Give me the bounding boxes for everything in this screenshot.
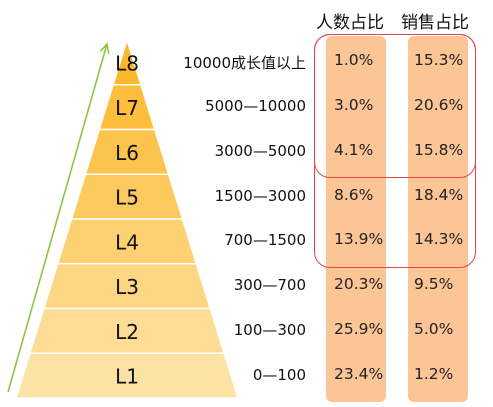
sales-share-l7: 20.6% xyxy=(414,96,464,115)
range-l4: 700—1500 xyxy=(224,231,306,250)
tier-label-l1: L1 xyxy=(115,365,139,389)
tier-label-l5: L5 xyxy=(115,186,139,210)
sales-share-l4: 14.3% xyxy=(414,230,464,249)
range-l2: 100—300 xyxy=(233,320,306,339)
sales-share-l2: 5.0% xyxy=(414,319,454,338)
range-l6: 3000—5000 xyxy=(214,141,306,160)
tier-label-l4: L4 xyxy=(115,230,139,254)
tier-label-l2: L2 xyxy=(115,320,139,344)
sales-share-l6: 15.8% xyxy=(414,140,464,159)
growth-arrow-head xyxy=(99,42,110,54)
tier-label-l7: L7 xyxy=(115,96,139,120)
header-sales-share: 销售占比 xyxy=(401,13,469,33)
range-l3: 300—700 xyxy=(233,276,306,295)
people-share-l7: 3.0% xyxy=(334,96,374,115)
people-share-column xyxy=(326,36,386,402)
highlight-frame-2 xyxy=(314,34,476,268)
sales-share-column xyxy=(408,36,468,402)
range-l7: 5000—10000 xyxy=(205,97,306,116)
tier-l1 xyxy=(14,352,240,399)
tier-label-l3: L3 xyxy=(115,275,139,299)
people-share-l5: 8.6% xyxy=(334,185,374,204)
people-share-l2: 25.9% xyxy=(334,319,384,338)
sales-share-l3: 9.5% xyxy=(414,275,454,294)
sales-share-l1: 1.2% xyxy=(414,364,454,383)
people-share-l1: 23.4% xyxy=(334,364,384,383)
tier-label-l6: L6 xyxy=(115,141,139,165)
tier-label-l8: L8 xyxy=(115,51,139,75)
range-l1: 0—100 xyxy=(252,365,306,384)
people-share-l6: 4.1% xyxy=(334,140,374,159)
growth-arrow-line xyxy=(7,43,108,393)
people-share-l4: 13.9% xyxy=(334,230,384,249)
sales-share-l5: 18.4% xyxy=(414,185,464,204)
range-l5: 1500—3000 xyxy=(214,186,306,205)
header-people-share: 人数占比 xyxy=(316,13,384,33)
range-l8: 10000成长值以上 xyxy=(183,54,306,73)
people-share-l8: 1.0% xyxy=(334,51,374,70)
people-share-l3: 20.3% xyxy=(334,275,384,294)
sales-share-l8: 15.3% xyxy=(414,51,464,70)
